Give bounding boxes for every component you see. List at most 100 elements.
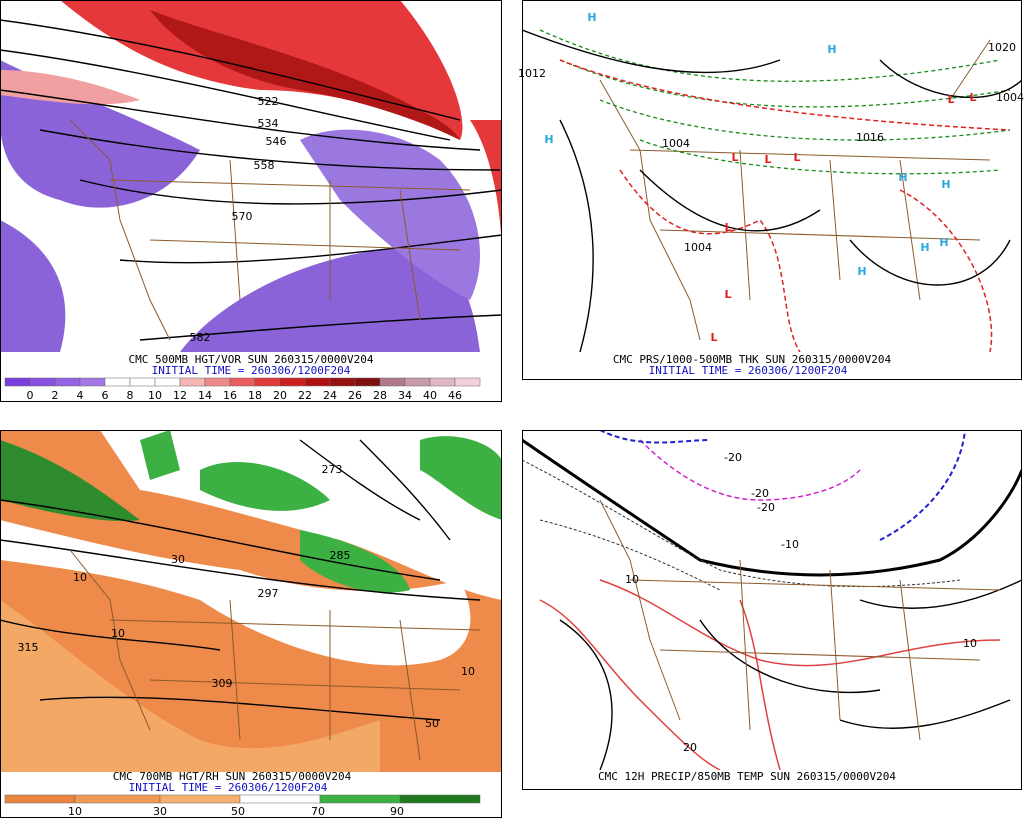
state-lines <box>599 499 1001 741</box>
contour-label: 10 <box>461 665 475 678</box>
map-precip-temp <box>522 430 1022 770</box>
colorbar-swatch <box>304 377 331 387</box>
colorbar-label: 46 <box>448 389 462 402</box>
colorbar-swatch <box>79 377 106 387</box>
contour-label: 522 <box>258 95 279 108</box>
caption: CMC 500MB HGT/VOR SUN 260315/0000V204 <box>128 353 373 366</box>
temp-contour <box>522 438 1022 577</box>
colorbar-label: 22 <box>298 389 312 402</box>
colorbar-label: 6 <box>102 389 109 402</box>
contour-label: 285 <box>330 549 351 562</box>
contour-label: -20 <box>724 451 742 464</box>
colorbar-label: 28 <box>373 389 387 402</box>
contour-label: 10 <box>111 627 125 640</box>
pressure-center: H <box>939 236 948 249</box>
colorbar-swatch <box>279 377 306 387</box>
contour-label: 10 <box>963 637 977 650</box>
pressure-center: L <box>947 93 954 106</box>
colorbar-swatch <box>154 377 181 387</box>
contour-label: 273 <box>322 463 343 476</box>
colorbar-label: 14 <box>198 389 212 402</box>
height-contour <box>0 19 461 121</box>
contour-label: -20 <box>751 487 769 500</box>
contour-label: 582 <box>190 331 211 344</box>
height-contour <box>0 439 481 721</box>
colorbar-swatch <box>379 377 406 387</box>
colorbar-label: 70 <box>311 805 325 818</box>
colorbar: 10 30 50 70 90 <box>4 794 481 818</box>
rh-area <box>0 600 380 772</box>
colorbar-label: 90 <box>390 805 404 818</box>
panel-frame <box>522 0 1022 380</box>
height-contour <box>39 129 501 171</box>
height-contour <box>139 314 502 341</box>
contour-label: 1004 <box>684 241 712 254</box>
colorbar-swatch <box>399 794 481 804</box>
map-prs-thk <box>522 0 1022 352</box>
colorbar-label: 26 <box>348 389 362 402</box>
vort-area <box>0 70 140 105</box>
temp-contour <box>599 430 966 541</box>
contour-label: 50 <box>425 717 439 730</box>
contour-label: 10 <box>73 571 87 584</box>
rh-area <box>0 520 471 666</box>
vort-area <box>470 120 502 250</box>
colorbar-swatch <box>4 794 76 804</box>
height-contour <box>79 179 502 205</box>
rh-area <box>140 430 180 480</box>
panel-frame <box>0 430 502 818</box>
contour-label: 30 <box>171 553 185 566</box>
pressure-center: L <box>731 151 738 164</box>
pressure-center: L <box>764 153 771 166</box>
pressure-contour <box>522 29 1022 352</box>
colorbar-label: 12 <box>173 389 187 402</box>
state-lines <box>599 39 991 341</box>
thickness-contour <box>559 59 1011 352</box>
pressure-center: H <box>544 133 553 146</box>
colorbar-swatch <box>74 794 161 804</box>
panel-frame <box>522 430 1022 790</box>
state-lines <box>69 119 471 341</box>
map-700mb <box>0 430 502 772</box>
colorbar-swatch <box>239 794 321 804</box>
contour-label: 1016 <box>856 131 884 144</box>
temp-contour <box>559 579 1022 770</box>
rh-area <box>420 436 502 520</box>
pressure-center: L <box>724 221 731 234</box>
initial-time: INITIAL TIME = 260306/1200F204 <box>152 364 351 377</box>
pressure-center: H <box>857 265 866 278</box>
colorbar-label: 2 <box>52 389 59 402</box>
vort-area <box>0 220 66 352</box>
colorbar-label: 10 <box>68 805 82 818</box>
contour-label: 315 <box>18 641 39 654</box>
pressure-center: L <box>969 91 976 104</box>
vort-area <box>180 248 480 352</box>
colorbar-label: 4 <box>77 389 84 402</box>
pressure-center: H <box>920 241 929 254</box>
pressure-center: H <box>898 171 907 184</box>
pressure-center: L <box>710 331 717 344</box>
pressure-center: H <box>941 178 950 191</box>
pressure-center: H <box>587 11 596 24</box>
colorbar: 0 2 4 6 8 10 12 14 16 18 20 22 24 26 28 34 40 46 <box>4 377 481 402</box>
colorbar-label: 16 <box>223 389 237 402</box>
temp-contour <box>539 579 1001 770</box>
thickness-contour <box>539 29 1011 175</box>
contour-label: -20 <box>757 501 775 514</box>
caption: CMC 12H PRECIP/850MB TEMP SUN 260315/000… <box>598 770 896 783</box>
colorbar-swatch <box>129 377 156 387</box>
contour-label: 20 <box>683 741 697 754</box>
contour-label: 534 <box>258 117 279 130</box>
colorbar-label: 8 <box>127 389 134 402</box>
map-500mb <box>0 0 502 352</box>
colorbar-swatch <box>4 377 31 387</box>
contour-label: 1012 <box>518 67 546 80</box>
colorbar-swatch <box>254 377 281 387</box>
height-contour <box>0 89 481 151</box>
initial-time: INITIAL TIME = 260306/1200F204 <box>649 364 848 377</box>
contour-label: 1020 <box>988 41 1016 54</box>
state-lines <box>69 549 481 761</box>
caption: CMC 700MB HGT/RH SUN 260315/0000V204 <box>113 770 352 783</box>
